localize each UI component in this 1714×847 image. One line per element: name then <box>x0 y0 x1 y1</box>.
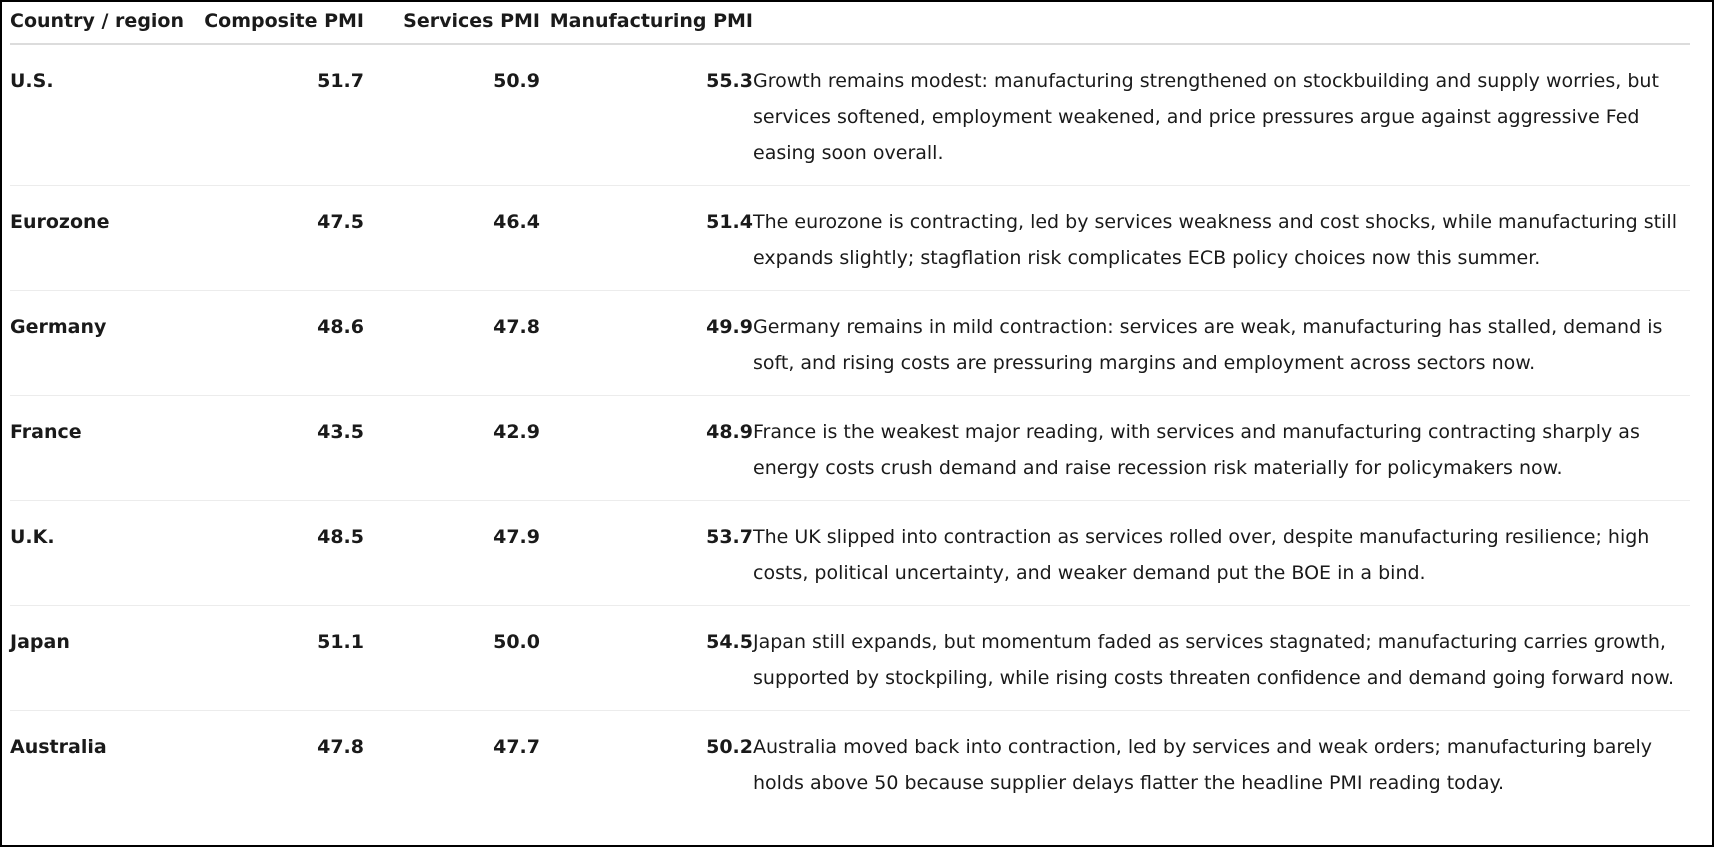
cell-services-pmi: 47.7 <box>493 736 540 758</box>
cell-composite-pmi: 51.1 <box>182 605 364 711</box>
cell-composite-pmi: 48.6 <box>182 290 364 396</box>
cell-manufacturing-pmi: 54.5 <box>540 605 753 711</box>
table-header: Country / region Composite PMI Services … <box>10 2 1690 45</box>
cell-services-pmi: 50.0 <box>364 605 540 711</box>
cell-comment: France is the weakest major reading, wit… <box>753 395 1690 501</box>
cell-composite-pmi: 51.7 <box>182 44 364 186</box>
header-row: Country / region Composite PMI Services … <box>10 2 1690 45</box>
table-row: Australia 47.8 47.7 50.2 Australia moved… <box>10 711 1690 816</box>
cell-comment: Germany remains in mild contraction: ser… <box>753 290 1690 396</box>
table-row: U.K. 48.5 47.9 53.7 The UK slipped into … <box>10 500 1690 606</box>
header-services-pmi: Services PMI <box>364 2 540 45</box>
cell-country: France <box>10 395 182 501</box>
cell-comment: Australia moved back into contraction, l… <box>753 736 1652 794</box>
cell-country: Eurozone <box>10 185 182 291</box>
cell-services-pmi: 46.4 <box>364 185 540 291</box>
cell-composite-pmi: 43.5 <box>182 395 364 501</box>
table-row: Germany 48.6 47.8 49.9 Germany remains i… <box>10 290 1690 396</box>
pmi-table: Country / region Composite PMI Services … <box>10 2 1690 815</box>
cell-comment: Japan still expands, but momentum faded … <box>753 605 1690 711</box>
header-composite-pmi: Composite PMI <box>182 2 364 45</box>
table-body: U.S. 51.7 50.9 55.3 Growth remains modes… <box>10 44 1690 815</box>
cell-comment: The UK slipped into contraction as servi… <box>753 500 1690 606</box>
cell-comment: The eurozone is contracting, led by serv… <box>753 185 1690 291</box>
cell-composite-pmi: 48.5 <box>182 500 364 606</box>
cell-country: Japan <box>10 605 182 711</box>
header-comment <box>753 2 1690 45</box>
cell-manufacturing-pmi: 55.3 <box>540 44 753 186</box>
cell-country: U.K. <box>10 500 182 606</box>
cell-services-pmi: 47.9 <box>364 500 540 606</box>
cell-services-pmi: 47.8 <box>364 290 540 396</box>
cell-manufacturing-pmi: 50.2 <box>706 736 753 758</box>
cell-country: U.S. <box>10 44 182 186</box>
header-manufacturing-pmi: Manufacturing PMI <box>540 2 753 45</box>
cell-country: Australia <box>10 736 107 758</box>
table-row: Eurozone 47.5 46.4 51.4 The eurozone is … <box>10 185 1690 291</box>
cell-composite-pmi: 47.5 <box>182 185 364 291</box>
table-row: U.S. 51.7 50.9 55.3 Growth remains modes… <box>10 44 1690 186</box>
cell-country: Germany <box>10 290 182 396</box>
cell-comment: Growth remains modest: manufacturing str… <box>753 44 1690 186</box>
cell-manufacturing-pmi: 49.9 <box>540 290 753 396</box>
cell-manufacturing-pmi: 53.7 <box>540 500 753 606</box>
cell-manufacturing-pmi: 51.4 <box>540 185 753 291</box>
header-country: Country / region <box>10 2 184 45</box>
cell-services-pmi: 50.9 <box>364 44 540 186</box>
cell-manufacturing-pmi: 48.9 <box>540 395 753 501</box>
table-row: France 43.5 42.9 48.9 France is the weak… <box>10 395 1690 501</box>
table-row: Japan 51.1 50.0 54.5 Japan still expands… <box>10 605 1690 711</box>
cell-services-pmi: 42.9 <box>364 395 540 501</box>
cell-composite-pmi: 47.8 <box>317 736 364 758</box>
